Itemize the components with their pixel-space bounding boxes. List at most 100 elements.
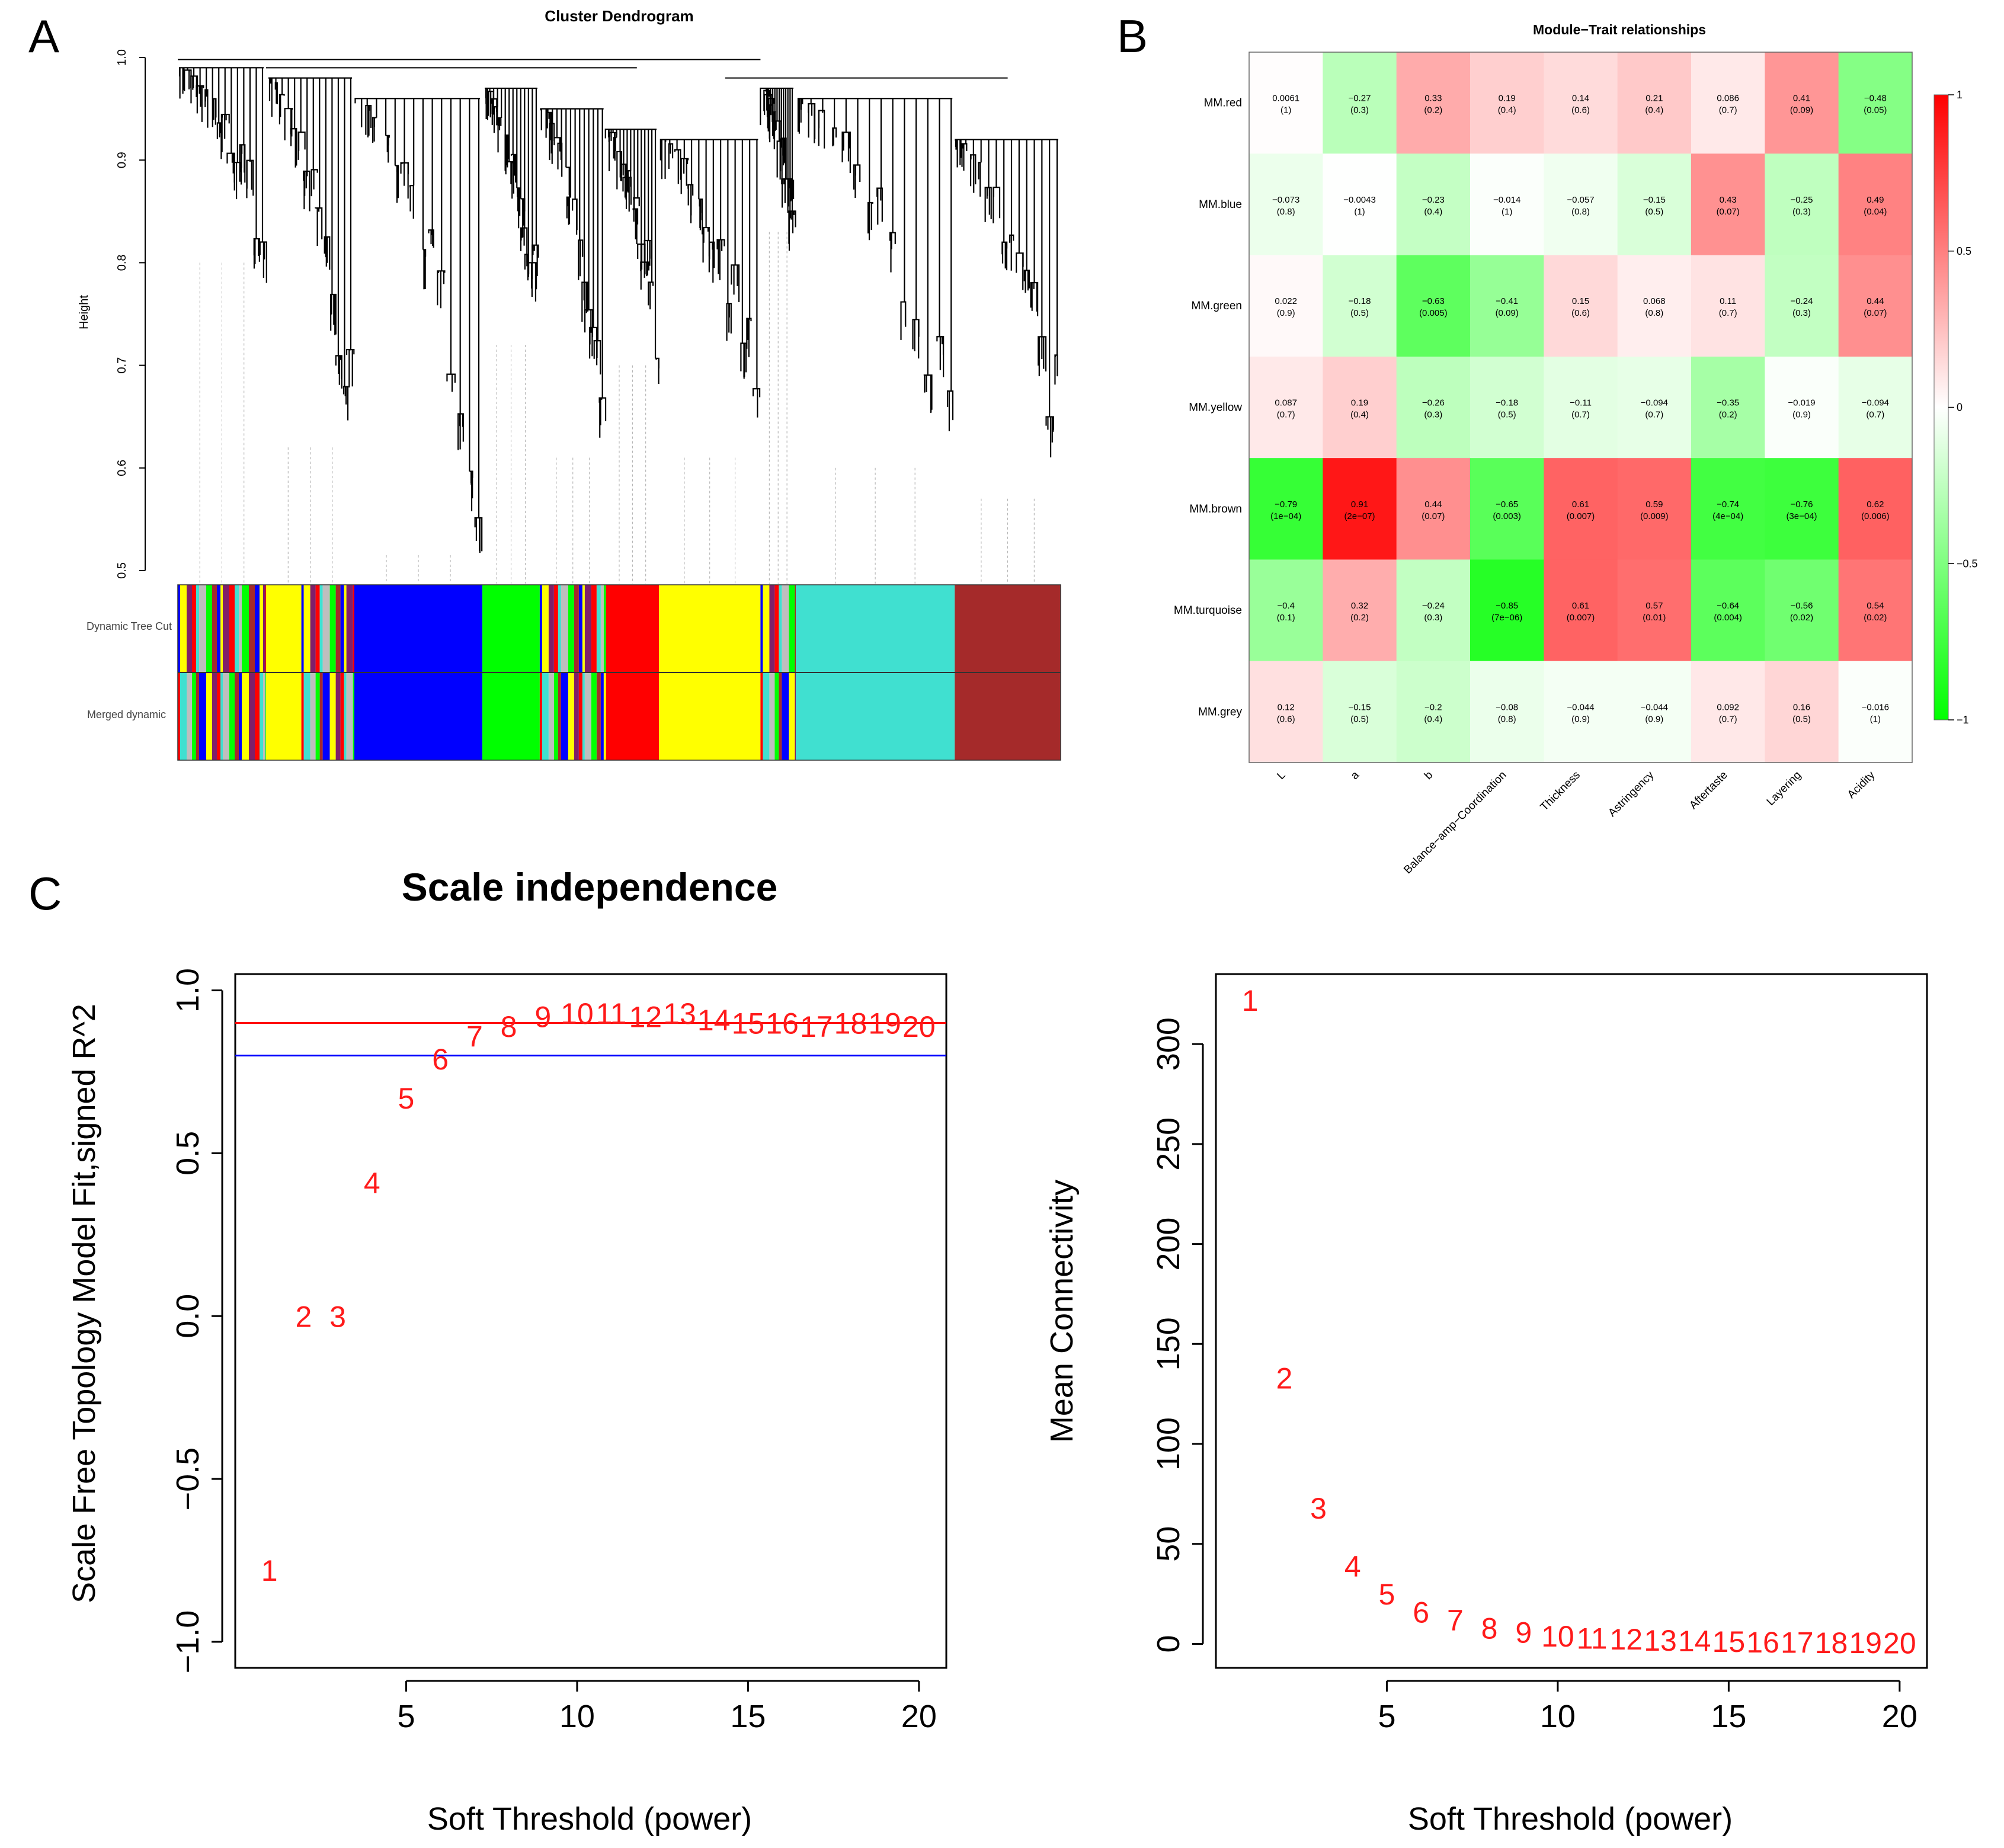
module-strip-stripe	[561, 585, 568, 672]
dendrogram-panel: Cluster Dendrogram Height 0.50.60.70.80.…	[78, 7, 1061, 761]
module-strip-stripe	[255, 672, 260, 760]
heatmap-cell	[1691, 153, 1765, 256]
heatmap-cell	[1765, 356, 1839, 459]
heatmap-cell	[1396, 255, 1471, 357]
heatmap-cell	[1396, 661, 1471, 763]
data-point-label: 16	[1746, 1626, 1779, 1659]
heatmap-column-label: Aftertaste	[1687, 769, 1730, 812]
module-trait-heatmap: Module−Trait relationships 0.0061(1)−0.2…	[1174, 22, 1978, 876]
module-strip-stripe	[322, 672, 330, 760]
heatmap-cell-pvalue: (0.9)	[1645, 714, 1663, 724]
heatmap-cell-pvalue: (1)	[1870, 714, 1881, 724]
dendrogram-branch-group	[797, 98, 954, 431]
heatmap-cell-pvalue: (0.09)	[1790, 105, 1813, 116]
data-point-label: 20	[902, 1010, 936, 1043]
data-point-label: 14	[697, 1004, 731, 1037]
module-strip-stripe	[542, 585, 549, 672]
heatmap-cell	[1323, 661, 1397, 763]
heatmap-cell-pvalue: (0.3)	[1424, 613, 1442, 623]
heatmap-cell-pvalue: (0.4)	[1424, 207, 1442, 217]
data-point-label: 8	[501, 1010, 517, 1043]
dendrogram-y-label: Height	[78, 295, 91, 329]
heatmap-colorbar: 1 0.5 0 −0.5 −1	[1933, 89, 1978, 726]
module-strip-stripe	[574, 585, 579, 672]
module-strip-stripe	[315, 672, 320, 760]
heatmap-cell-pvalue: (0.2)	[1719, 410, 1737, 420]
heatmap-column-label: Layering	[1765, 769, 1804, 808]
dendrogram-y-tick-label: 1.0	[116, 49, 129, 66]
heatmap-cell	[1544, 153, 1618, 256]
module-strip-stripe	[196, 585, 199, 672]
module-strip-stripe	[344, 672, 347, 760]
module-strip-stripe	[760, 585, 763, 672]
heatmap-cell-value: 0.12	[1278, 702, 1295, 712]
heatmap-row-label: MM.green	[1191, 300, 1242, 312]
heatmap-cell-pvalue: (0.1)	[1277, 613, 1295, 623]
heatmap-cell-pvalue: (7e−06)	[1491, 613, 1522, 623]
heatmap-cell-pvalue: (0.7)	[1645, 410, 1663, 420]
heatmap-cell	[1617, 153, 1692, 256]
module-strip-stripe	[344, 585, 347, 672]
heatmap-cell	[1470, 559, 1544, 662]
module-strip-stripe	[769, 672, 775, 760]
module-strip-stripe	[558, 672, 561, 760]
data-point-label: 8	[1481, 1612, 1498, 1645]
heatmap-cell	[1249, 661, 1323, 763]
dendrogram-branch-group	[660, 139, 761, 418]
heatmap-cell-pvalue: (0.7)	[1719, 105, 1737, 116]
plot-frame	[234, 973, 947, 1669]
heatmap-cell-value: −0.63	[1422, 296, 1445, 306]
module-strip-green	[482, 672, 540, 760]
heatmap-cell-value: 0.91	[1351, 499, 1368, 510]
dendrogram-branch-group	[268, 77, 355, 421]
heatmap-cell-value: 0.11	[1720, 296, 1736, 306]
module-strip-stripe	[340, 672, 344, 760]
module-strip-stripe	[548, 585, 554, 672]
heatmap-cell-value: −0.41	[1496, 296, 1518, 306]
heatmap-cell	[1396, 153, 1471, 256]
module-strip-stripe	[335, 672, 341, 760]
heatmap-row-label: MM.red	[1204, 97, 1242, 110]
heatmap-column-label: Astringency	[1606, 768, 1656, 819]
heatmap-cell	[1470, 255, 1544, 357]
module-strip-yellow	[266, 672, 302, 760]
heatmap-cell-pvalue: (0.5)	[1792, 714, 1811, 724]
heatmap-cell-value: 0.59	[1646, 499, 1663, 510]
module-strip-yellow	[659, 585, 761, 672]
heatmap-cell-value: −0.18	[1496, 398, 1518, 408]
module-strip-brown	[955, 585, 1061, 672]
dendrogram-y-axis: 0.5 0.6 0.7 0.8 0.9 1.0	[116, 49, 146, 579]
heatmap-cell-value: 0.19	[1499, 94, 1516, 104]
heatmap-cell-value: −0.016	[1862, 702, 1889, 712]
module-strip-stripe	[242, 672, 249, 760]
module-strip-stripe	[315, 585, 320, 672]
heatmap-cell	[1691, 356, 1765, 459]
data-point-label: 1	[1242, 984, 1259, 1017]
heatmap-cell	[1617, 458, 1692, 560]
heatmap-cell-pvalue: (0.003)	[1493, 511, 1521, 521]
x-axis-tick-label: 10	[559, 1699, 595, 1734]
heatmap-column-label: a	[1349, 768, 1362, 782]
module-strip-red	[606, 585, 660, 672]
module-strip-stripe	[574, 672, 579, 760]
module-strip-turquoise	[796, 585, 955, 672]
heatmap-cell-pvalue: (0.2)	[1424, 105, 1442, 116]
x-axis-tick-label: 15	[1711, 1699, 1746, 1734]
heatmap-cell-value: −0.4	[1277, 601, 1295, 611]
module-strip-stripe	[603, 585, 606, 672]
heatmap-cell	[1544, 559, 1618, 662]
heatmap-cell-pvalue: (0.02)	[1790, 613, 1813, 623]
heatmap-cell-value: −0.24	[1791, 296, 1813, 306]
heatmap-cell	[1249, 458, 1323, 560]
module-strip-stripe	[774, 672, 779, 760]
data-point-label: 4	[1344, 1550, 1361, 1583]
data-point-label: 7	[466, 1020, 483, 1053]
module-strip-stripe	[795, 585, 796, 672]
module-strip-stripe	[582, 672, 585, 760]
module-strip-stripe	[229, 672, 235, 760]
heatmap-cell	[1765, 255, 1839, 357]
heatmap-cell	[1323, 356, 1397, 459]
heatmap-cell-value: −0.26	[1422, 398, 1445, 408]
dendrogram-y-tick-label: 0.7	[116, 357, 129, 374]
panel-b-label: B	[1117, 10, 1148, 62]
